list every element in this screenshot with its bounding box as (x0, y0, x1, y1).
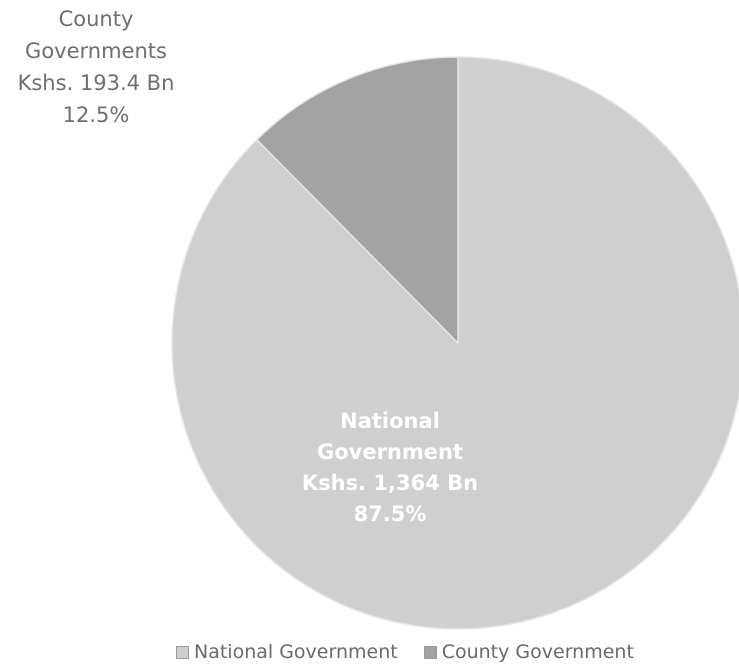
pie-slices (171, 56, 739, 630)
legend-label-county: County Government (441, 641, 634, 663)
legend-label-national: National Government (194, 641, 398, 663)
data-label-county-government: County Governments Kshs. 193.4 Bn 12.5% (18, 7, 175, 127)
legend-swatch-national (176, 645, 189, 659)
legend-item-county[interactable]: County Government (423, 641, 634, 663)
chart-legend: National Government County Government (176, 641, 634, 663)
legend-swatch-county (423, 645, 437, 659)
pie-slice-national-government[interactable] (171, 56, 739, 630)
pie-slice-county-government[interactable] (255, 56, 459, 345)
legend-item-national[interactable]: National Government (176, 641, 398, 663)
data-label-national-government: National Government Kshs. 1,364 Bn 87.5% (302, 409, 478, 526)
pie-labels: National Government Kshs. 1,364 Bn 87.5% Cou… (18, 7, 479, 526)
